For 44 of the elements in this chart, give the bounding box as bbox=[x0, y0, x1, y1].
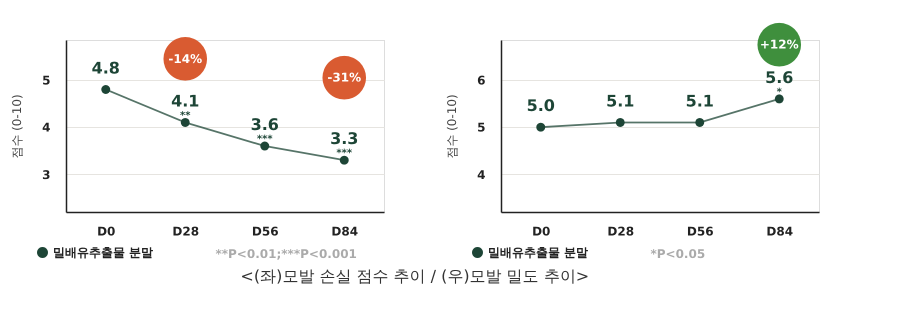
point bbox=[260, 142, 270, 150]
text: *P<0.05 bbox=[650, 247, 706, 261]
text: **P<0.01;***P<0.001 bbox=[215, 247, 357, 261]
y-tick-label: 3 bbox=[42, 168, 50, 182]
point bbox=[101, 85, 110, 94]
point bbox=[774, 94, 784, 104]
data-label: 4.8 bbox=[92, 58, 120, 78]
data-label: 5.0 bbox=[526, 96, 555, 116]
annotation: +12% bbox=[760, 38, 799, 52]
annotation: ** bbox=[180, 110, 192, 122]
point bbox=[616, 118, 625, 127]
x-tick-label: D0 bbox=[532, 224, 550, 238]
annotation: -14% bbox=[168, 52, 202, 66]
x-tick-label: D56 bbox=[686, 224, 714, 238]
legend-label: 밀배유추출물 분말 bbox=[488, 246, 588, 260]
annotation: * bbox=[776, 86, 783, 98]
point bbox=[536, 122, 546, 132]
x-tick-label: D28 bbox=[172, 224, 200, 238]
x-tick-label: D56 bbox=[252, 224, 279, 238]
x-tick-label: D84 bbox=[766, 224, 794, 238]
data-label: 3.6 bbox=[250, 115, 279, 134]
data-label: 5.1 bbox=[606, 91, 634, 110]
annotation: *** bbox=[256, 134, 274, 146]
point bbox=[695, 118, 704, 127]
data-label: 4.1 bbox=[171, 91, 200, 110]
data-label: 3.3 bbox=[330, 129, 358, 148]
annotation: *** bbox=[336, 148, 353, 160]
x-tick-label: D28 bbox=[607, 224, 634, 238]
point bbox=[180, 118, 190, 127]
point bbox=[340, 156, 349, 165]
annotation: -31% bbox=[327, 70, 362, 85]
y-tick-label: 5 bbox=[42, 74, 50, 88]
data-label: 5.6 bbox=[765, 68, 794, 87]
x-tick-label: D84 bbox=[331, 224, 358, 238]
y-tick-label: 6 bbox=[477, 74, 486, 88]
y-axis-title: 점수 (0-10) bbox=[445, 94, 460, 159]
y-tick-label: 5 bbox=[477, 120, 486, 135]
x-tick-label: D0 bbox=[97, 224, 116, 238]
text: <(좌)모발 손실 점수 추이 / (우)모발 밀도 추이> bbox=[240, 266, 590, 286]
data-label: 5.1 bbox=[686, 91, 714, 110]
y-tick-label: 4 bbox=[477, 168, 486, 182]
y-tick-label: 4 bbox=[42, 120, 50, 135]
legend-label: 밀배유추출물 분말 bbox=[53, 246, 154, 260]
y-axis-title: 점수 (0-10) bbox=[10, 94, 24, 159]
